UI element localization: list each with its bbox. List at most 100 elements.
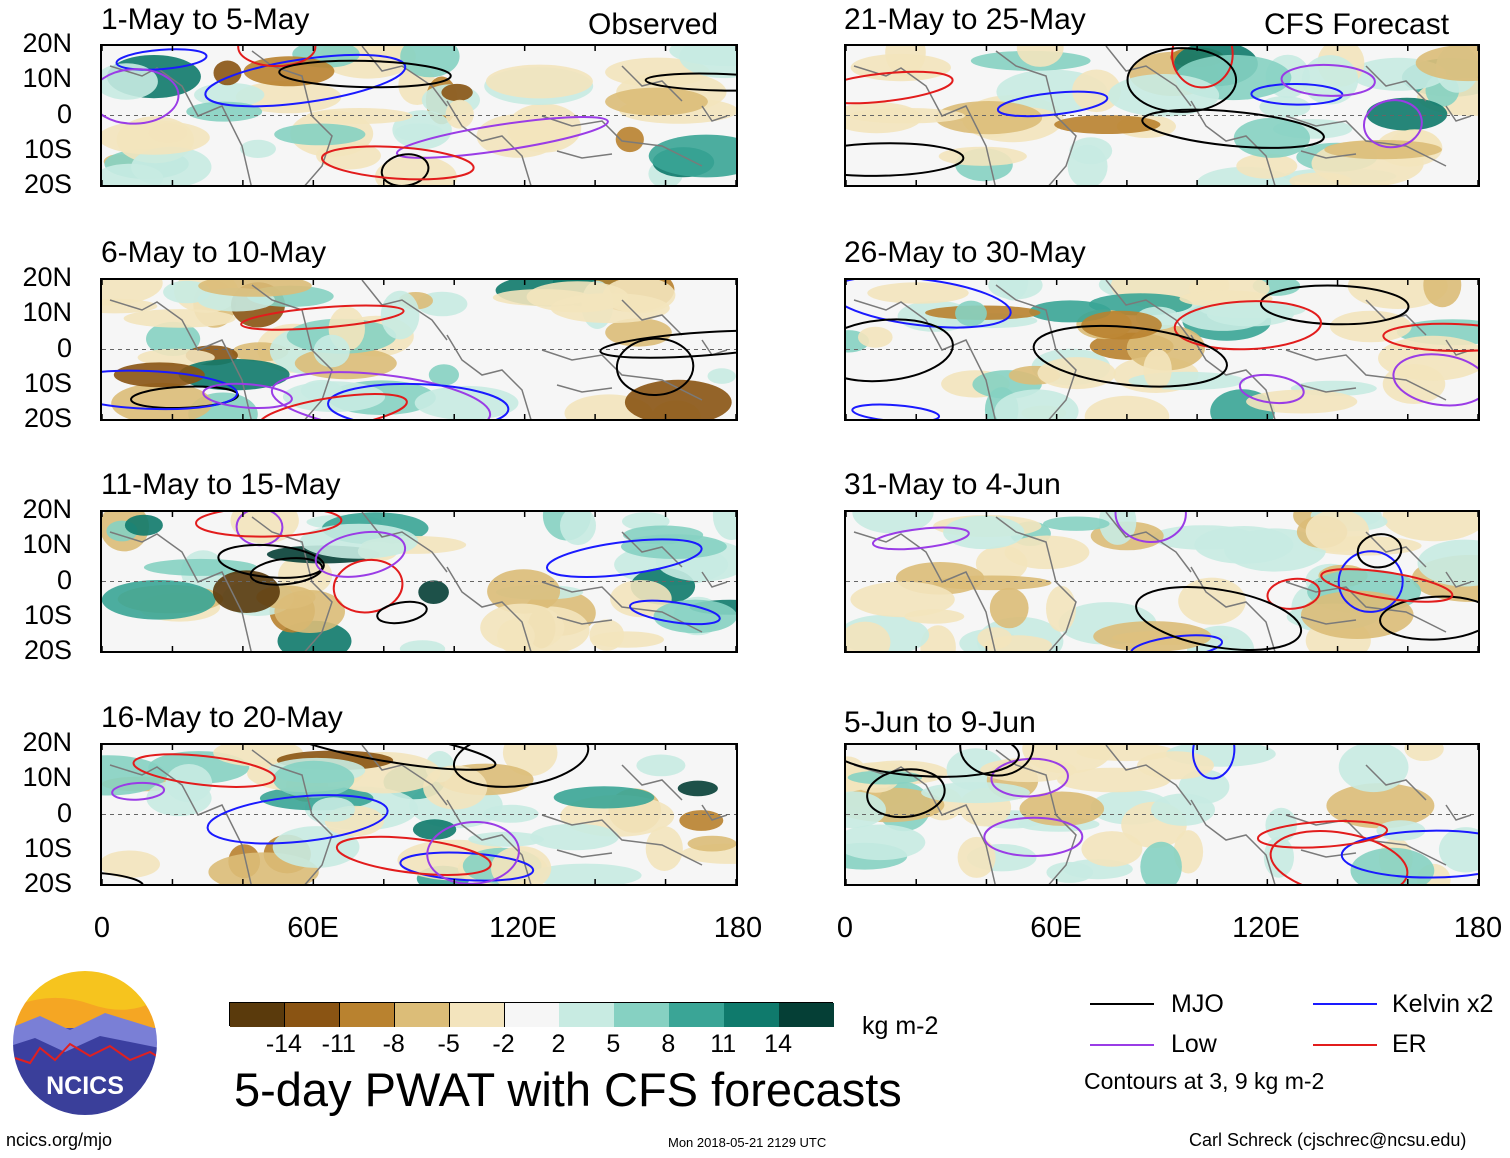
anomaly-shading: [399, 640, 446, 651]
anomaly-shading: [1093, 621, 1212, 651]
anomaly-shading: [615, 126, 644, 153]
anomaly-shading: [1305, 512, 1369, 553]
contour-line: [615, 337, 695, 397]
contour-line: [1171, 46, 1234, 89]
colorbar-swatch: [724, 1003, 780, 1027]
anomaly-shading: [989, 587, 1029, 629]
contour-line: [1382, 322, 1478, 352]
coastline: [1445, 571, 1472, 588]
anomaly-shading: [935, 101, 1043, 135]
coastline: [701, 105, 728, 122]
contour-line: [217, 543, 325, 579]
anomaly-shading: [491, 846, 552, 884]
credit: Carl Schreck (cjschrec@ncsu.edu): [1189, 1130, 1467, 1150]
contour-line: [599, 329, 736, 359]
lat-label: 10N: [22, 529, 72, 559]
anomaly-shading: [624, 379, 732, 419]
contour-line: [1320, 568, 1454, 603]
contour-line: [380, 153, 430, 185]
anomaly-shading: [1046, 585, 1076, 632]
contour-line: [1259, 284, 1410, 326]
contour-line: [959, 745, 1035, 777]
colorbar-tick-label: -11: [321, 1030, 356, 1058]
anomaly-shading: [904, 609, 965, 624]
contour-line: [846, 142, 965, 177]
contour-line: [629, 599, 721, 626]
lat-label: 20S: [23, 635, 72, 665]
contour-line: [1269, 830, 1409, 884]
coastline: [446, 100, 532, 185]
coastline: [1300, 849, 1357, 858]
anomaly-shading: [240, 139, 276, 158]
anomaly-shading: [1194, 526, 1294, 564]
coastline: [1365, 764, 1427, 801]
anomaly-shading: [1016, 46, 1064, 67]
anomaly-shading: [560, 512, 596, 546]
contour-line: [1173, 300, 1323, 351]
anomaly-shading: [428, 364, 459, 386]
anomaly-shading: [707, 368, 736, 384]
anomaly-shading: [921, 782, 1030, 804]
lat-label: 20N: [22, 494, 72, 524]
timestamp: Mon 2018-05-21 2129 UTC: [668, 1135, 827, 1150]
anomaly-shading: [1350, 847, 1435, 884]
anomaly-shading: [137, 348, 215, 367]
colorbar-swatch: [779, 1003, 835, 1027]
anomaly-shading: [143, 558, 258, 576]
coastline: [446, 799, 532, 884]
lon-label: 120E: [1232, 912, 1300, 944]
anomaly-shading: [885, 46, 926, 77]
anomaly-shading: [1054, 115, 1161, 134]
contour-line: [115, 48, 208, 71]
coastline: [1300, 384, 1357, 393]
contour-line: [846, 70, 954, 105]
coastline: [361, 745, 448, 806]
colorbar-swatch: [614, 1003, 670, 1027]
source-url[interactable]: ncics.org/mjo: [6, 1130, 113, 1150]
anomaly-shading: [1366, 97, 1448, 131]
map-panel: [100, 44, 738, 187]
lon-label: 180: [713, 912, 763, 944]
contour-line: [332, 558, 404, 614]
contour-line: [1363, 99, 1423, 149]
coastline: [109, 299, 252, 419]
anomaly-shading: [636, 754, 686, 777]
forecast-label: CFS Forecast: [1264, 8, 1450, 41]
anomaly-shading: [299, 523, 419, 559]
anomaly-shading: [235, 80, 342, 114]
coastline: [1300, 150, 1357, 159]
lat-label: 0: [56, 99, 72, 129]
anomaly-shading: [146, 321, 201, 356]
anomaly-shading: [102, 163, 164, 185]
coastline: [701, 339, 728, 356]
anomaly-shading: [316, 141, 381, 170]
contour-line: [644, 72, 736, 92]
contour-line: [204, 53, 407, 108]
anomaly-shading: [679, 46, 736, 79]
coastline: [621, 299, 683, 336]
contour-line: [1266, 577, 1321, 610]
contour-line: [258, 393, 408, 419]
colorbar-swatch: [230, 1003, 286, 1027]
coastline: [109, 531, 252, 651]
anomaly-shading: [867, 282, 969, 304]
anomaly-shading: [645, 826, 683, 871]
coastline: [1445, 105, 1472, 122]
contour-line: [1141, 108, 1325, 149]
legend-line-low: [1090, 1044, 1154, 1046]
anomaly-shading: [1037, 357, 1116, 390]
colorbar-tick-label: -8: [382, 1030, 405, 1058]
lon-label: 0: [93, 912, 111, 944]
anomaly-shading: [653, 599, 736, 634]
lon-label: 180: [1453, 912, 1503, 944]
anomaly-shading: [605, 87, 708, 116]
anomaly-shading: [483, 804, 539, 823]
coastline: [541, 814, 703, 866]
contour-line: [452, 745, 590, 788]
contour-line: [1238, 373, 1305, 405]
anomaly-shading: [111, 382, 213, 419]
anomaly-shading: [1415, 46, 1478, 82]
anomaly-shading: [846, 824, 926, 861]
panel-title: 11-May to 15-May: [101, 468, 341, 501]
anomaly-shading: [375, 155, 457, 185]
